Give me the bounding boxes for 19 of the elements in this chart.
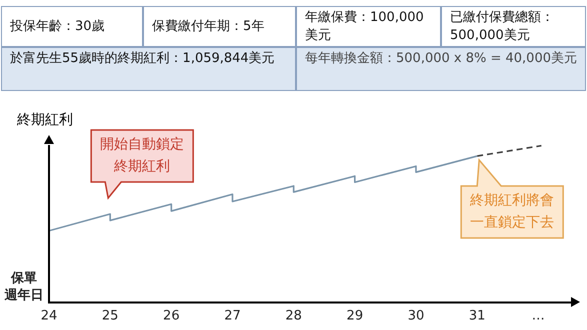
y-axis-title: 終期紅利 [17,111,73,129]
text: 每年轉換金額：500,000 x 8% = 40,000美元 [296,47,586,91]
x-tick-label: 25 [102,308,118,324]
x-tick-label: 24 [40,308,58,324]
text: 已繳付保費總額：500,000美元 [441,6,586,47]
x-tick-label: 27 [224,308,241,324]
x-tick-label: 30 [408,308,424,324]
x-axis-title: 保單週年日 [4,270,44,304]
x-tick-label: 26 [163,308,180,324]
annotation: 終期紅利將會一直鎖定下去 [469,192,554,231]
text: 於富先生55歲時的終期紅利：1,059,844美元 [1,47,296,91]
x-tick-label: 28 [285,308,302,324]
annotation: 開始自動鎖定終期紅利 [100,136,184,175]
text: 投保年齡：30歲 [1,6,143,47]
text: 年繳保費：100,000美元 [296,6,441,47]
x-tick-label: … [532,308,545,324]
x-tick-label: 29 [346,308,364,324]
x-tick-label: 31 [468,308,486,324]
text: 保費繳付年期：5年 [143,6,296,47]
